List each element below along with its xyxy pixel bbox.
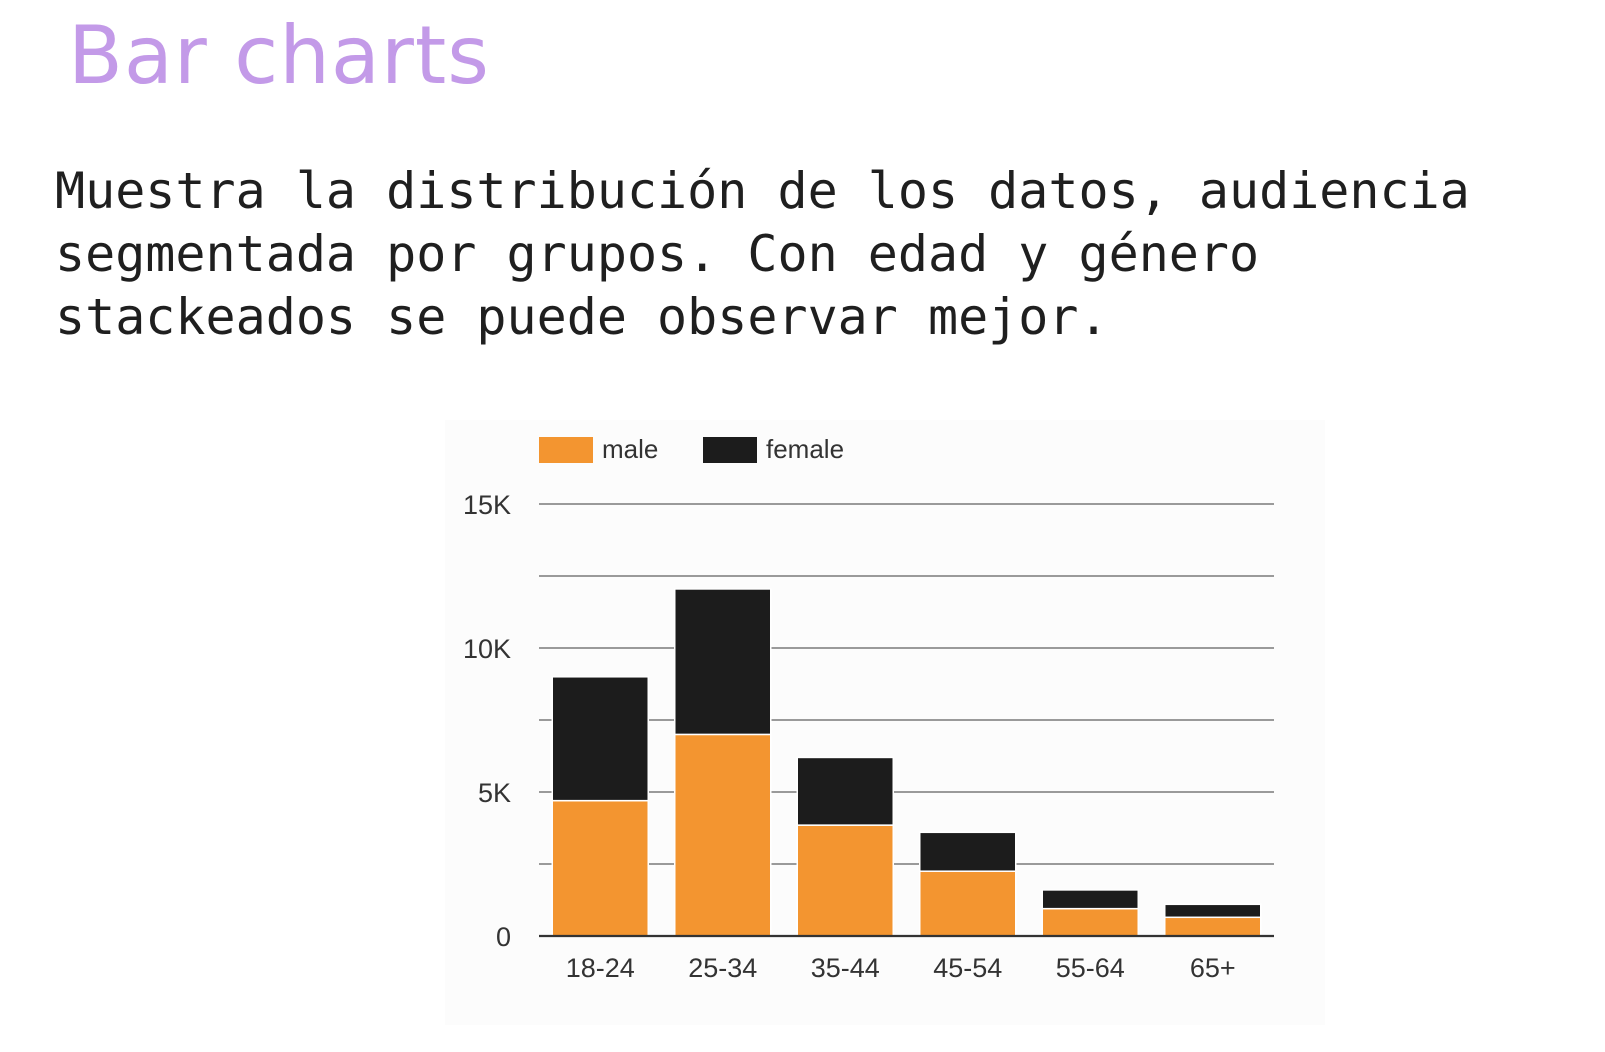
stacked-bar-chart: 0 5K 10K 15K 18-24 25-34 35-44 45-54 55-64 65+ ma… xyxy=(463,434,1274,983)
bar-female-18-24 xyxy=(551,676,649,802)
bar-female-55-64 xyxy=(1041,889,1139,910)
bar-male-65+ xyxy=(1164,916,1262,937)
body-line: stackeados se puede observar mejor. xyxy=(55,288,1109,346)
bar-female-35-44 xyxy=(796,756,894,826)
y-tick-label: 5K xyxy=(478,778,511,808)
bars xyxy=(551,588,1262,937)
bar-female-65+ xyxy=(1164,903,1262,919)
x-tick-label: 35-44 xyxy=(811,953,880,983)
y-tick-label: 10K xyxy=(463,634,511,664)
body-line: segmentada por grupos. Con edad y género xyxy=(55,225,1260,283)
bar-male-55-64 xyxy=(1041,907,1139,937)
x-tick-label: 55-64 xyxy=(1056,953,1125,983)
bar-female-45-54 xyxy=(919,831,1017,872)
x-tick-label: 25-34 xyxy=(688,953,757,983)
slide-title: Bar charts xyxy=(68,9,490,102)
legend-label-female: female xyxy=(766,434,844,464)
legend: male female xyxy=(539,434,844,464)
chart-panel: 0 5K 10K 15K 18-24 25-34 35-44 45-54 55-64 65+ ma… xyxy=(445,420,1325,1025)
bar-male-35-44 xyxy=(796,824,894,937)
bar-male-45-54 xyxy=(919,870,1017,937)
axis: 0 5K 10K 15K 18-24 25-34 35-44 45-54 55-64 65+ xyxy=(463,490,1274,983)
slide-body: Muestra la distribución de los datos, au… xyxy=(55,160,1575,349)
legend-swatch-male xyxy=(539,437,593,463)
legend-label-male: male xyxy=(602,434,658,464)
x-tick-label: 45-54 xyxy=(933,953,1002,983)
y-tick-label: 15K xyxy=(463,490,511,520)
body-line: Muestra la distribución de los datos, au… xyxy=(55,162,1470,220)
x-tick-label: 65+ xyxy=(1190,953,1236,983)
legend-swatch-female xyxy=(703,437,757,463)
bar-male-25-34 xyxy=(674,733,772,937)
bar-male-18-24 xyxy=(551,799,649,937)
x-tick-label: 18-24 xyxy=(566,953,635,983)
bar-female-25-34 xyxy=(674,588,772,736)
y-tick-label: 0 xyxy=(496,922,511,952)
grid xyxy=(539,503,1274,865)
